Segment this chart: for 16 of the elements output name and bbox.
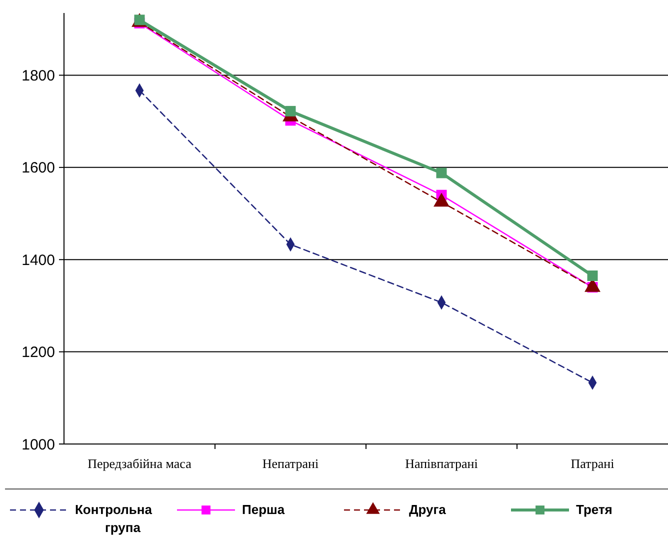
legend-label: Контрольна група [75,502,153,535]
legend-label: Третя [576,502,612,517]
x-tick-label: Напівпатрані [405,456,478,471]
point [285,106,296,116]
x-tick-label: Непатрані [262,456,319,471]
y-tick-label: 1800 [22,67,55,84]
legend-label: Друга [409,502,447,517]
x-tick-label: Патрані [570,456,615,471]
point [436,168,447,178]
legend-label: Перша [242,502,286,517]
y-tick-label: 1200 [22,344,55,362]
point [587,270,598,281]
y-tick-label: 1400 [22,252,55,269]
y-tick-label: 1000 [22,436,55,454]
y-tick-label: 1600 [22,160,55,177]
x-tick-label: Передзабійна маса [88,456,192,471]
